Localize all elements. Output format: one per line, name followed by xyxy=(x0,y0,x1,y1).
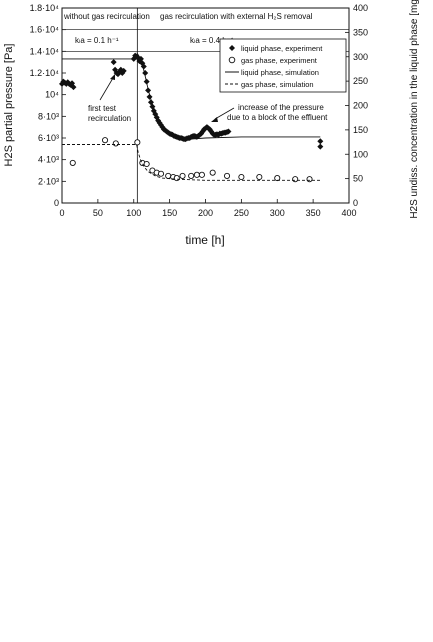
annotation-first-test-arrow xyxy=(99,77,114,101)
annotations: first test recirculation increase of the… xyxy=(88,74,328,123)
series-0-point-85 xyxy=(317,143,324,150)
y-right-tick-label-2: 100 xyxy=(353,149,368,159)
series-1-point-1 xyxy=(102,137,109,144)
series-0-point-37 xyxy=(159,124,166,131)
y-left-axis-label: H2S partial pressure [Pa] xyxy=(3,44,15,167)
y-right-tick-label-8: 400 xyxy=(353,3,368,13)
x-tick-label-3: 150 xyxy=(162,208,177,218)
x-tick-label-1: 50 xyxy=(93,208,103,218)
y-right-tick-label-1: 50 xyxy=(353,174,363,184)
kla-label-right: kₗa = 0.4 h⁻¹ xyxy=(190,36,234,45)
y-right-tick-label-5: 250 xyxy=(353,76,368,86)
legend: liquid phase, experiment gas phase, expe… xyxy=(219,38,347,93)
annotation-block-arrowhead-icon xyxy=(211,117,218,122)
legend-circle-icon xyxy=(228,56,236,64)
series-1-point-12 xyxy=(179,172,186,179)
x-tick-label-7: 350 xyxy=(306,208,321,218)
series-1-point-9 xyxy=(165,172,172,179)
x-tick-label-5: 250 xyxy=(234,208,249,218)
series-1-point-0 xyxy=(69,159,76,166)
series-1-point-19 xyxy=(256,173,263,181)
annotation-first-test-arrowhead-icon xyxy=(110,74,115,80)
annotation-block-line1: increase of the pressure xyxy=(238,103,324,112)
series-1-point-17 xyxy=(223,172,231,179)
series-0-point-16 xyxy=(120,67,127,74)
y-right-tick-label-0: 0 xyxy=(353,198,358,208)
kla-label-left: kₗa = 0.1 h⁻¹ xyxy=(75,36,119,45)
series-1-point-13 xyxy=(188,172,195,179)
series-1-point-8 xyxy=(157,170,165,177)
series-layer xyxy=(59,52,324,183)
x-tick-label-2: 100 xyxy=(126,208,141,218)
annotation-block-line2: due to a block of the effluent xyxy=(227,113,328,122)
y-left-tick-label-1: 2·10³ xyxy=(38,176,59,186)
series-1-point-11 xyxy=(173,175,180,182)
y-right-tick-label-3: 150 xyxy=(353,125,368,135)
y-left-tick-label-0: 0 xyxy=(54,198,59,208)
y-left-tick-label-2: 4·10³ xyxy=(38,155,59,165)
y-left-tick-label-3: 6·10³ xyxy=(38,133,59,143)
y-left-axis-ticks: 0 2·10³ 4·10³ 6·10³ 8·10³ 10⁴ 1.2·10⁴ 1.4·10⁴ 1.… xyxy=(30,3,66,208)
legend-label-liquid-exp: liquid phase, experiment xyxy=(241,44,323,53)
legend-box xyxy=(219,38,347,93)
series-1-point-18 xyxy=(238,173,245,181)
y-right-axis-ticks: 0 50 100 150 200 250 300 350 400 xyxy=(345,3,368,208)
annotation-first-test-line1: first test xyxy=(88,104,117,113)
series-line-3 xyxy=(62,144,321,181)
y-left-tick-label-7: 1.4·10⁴ xyxy=(30,46,60,56)
y-left-tick-label-9: 1.8·10⁴ xyxy=(30,3,60,13)
x-tick-label-0: 0 xyxy=(59,208,64,218)
series-1-point-21 xyxy=(292,176,299,183)
series-0-point-9 xyxy=(110,59,117,66)
series-0-point-8 xyxy=(70,84,77,91)
y-right-tick-label-4: 200 xyxy=(353,101,368,111)
series-1-point-5 xyxy=(143,160,150,168)
annotation-block-arrow xyxy=(214,107,235,120)
x-axis-label: time [h] xyxy=(185,233,224,247)
series-0-point-84 xyxy=(317,138,324,145)
phase-label-right: gas recirculation with external H₂S remo… xyxy=(160,12,313,21)
legend-label-liquid-sim: liquid phase, simulation xyxy=(241,68,319,77)
legend-label-gas-sim: gas phase, simulation xyxy=(241,80,314,89)
y-left-tick-label-8: 1.6·10⁴ xyxy=(30,25,60,35)
series-1-point-14 xyxy=(193,171,200,178)
y-left-tick-label-6: 1.2·10⁴ xyxy=(30,68,60,78)
series-1-point-16 xyxy=(209,169,216,176)
x-tick-label-6: 300 xyxy=(270,208,285,218)
y-left-tick-label-4: 8·10³ xyxy=(38,111,59,121)
y-right-axis-label: H2S undiss. concentration in the liquid … xyxy=(409,0,420,219)
series-0-point-83 xyxy=(225,128,232,135)
series-1-point-3 xyxy=(134,139,141,146)
y-right-tick-label-6: 300 xyxy=(353,52,368,62)
series-1-point-22 xyxy=(306,176,313,183)
x-tick-label-4: 200 xyxy=(198,208,213,218)
phase-label-left: without gas recirculation xyxy=(63,12,150,21)
legend-label-gas-exp: gas phase, experiment xyxy=(241,56,318,65)
x-axis-ticks: 0 50 100 150 200 250 300 350 400 xyxy=(59,199,357,218)
x-tick-label-8: 400 xyxy=(341,208,356,218)
annotation-first-test-line2: recirculation xyxy=(88,114,131,123)
series-1-point-2 xyxy=(112,140,119,147)
y-right-tick-label-7: 350 xyxy=(353,27,368,37)
series-1-point-15 xyxy=(198,171,205,178)
legend-diamond-icon xyxy=(229,45,235,51)
series-line-2 xyxy=(62,52,321,140)
y-left-tick-label-5: 10⁴ xyxy=(45,90,59,100)
